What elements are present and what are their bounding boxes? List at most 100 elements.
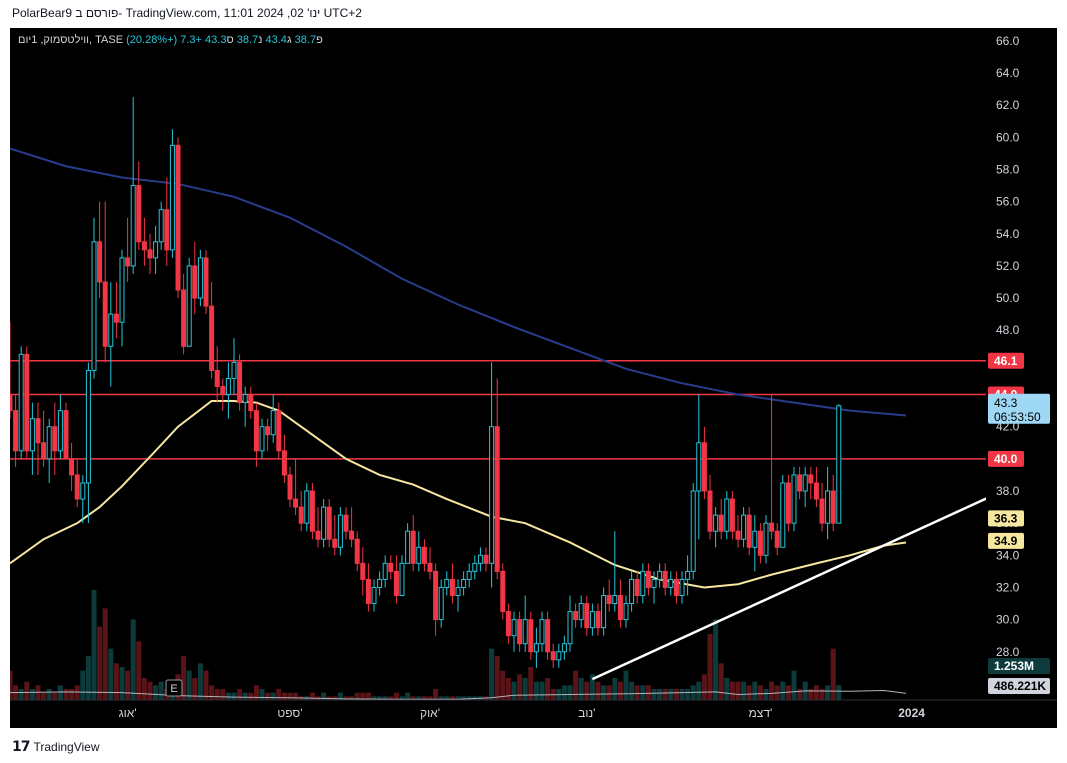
volume-bar — [673, 689, 679, 700]
price-chart[interactable]: 26.028.030.032.034.036.038.040.042.044.0… — [10, 28, 1057, 728]
volume-bar — [752, 681, 758, 700]
volume-bar — [242, 692, 248, 700]
volume-bar — [209, 685, 215, 700]
candle — [265, 418, 271, 451]
candle — [741, 507, 747, 548]
candle-body — [63, 410, 69, 460]
candle-body — [147, 249, 153, 259]
candle-body — [237, 361, 243, 404]
volume-bar — [741, 681, 747, 700]
candle-body — [617, 595, 623, 621]
candle-body — [752, 530, 758, 548]
y-tick-label: 38.0 — [996, 484, 1020, 498]
candle — [321, 499, 327, 548]
candle — [158, 201, 164, 250]
candle — [797, 466, 803, 500]
candle — [455, 579, 461, 612]
candle — [220, 378, 226, 411]
candle — [651, 571, 657, 604]
volume-bar — [735, 681, 741, 700]
candle — [668, 571, 674, 596]
candle-body — [679, 578, 685, 597]
volume-bar — [466, 696, 472, 700]
x-tick-label: דצמ' — [749, 706, 773, 720]
candle-body — [102, 281, 108, 347]
y-tick-label: 28.0 — [996, 645, 1020, 659]
candle-body — [713, 514, 719, 532]
candle — [85, 362, 91, 524]
volume-bar — [421, 696, 427, 700]
candle — [791, 466, 797, 532]
candle — [421, 539, 427, 572]
price-label-2: 34.9 — [994, 534, 1018, 548]
chart-pane[interactable]: 26.028.030.032.034.036.038.040.042.044.0… — [10, 28, 1057, 728]
candle — [41, 410, 47, 467]
candle-body — [797, 474, 803, 492]
candle-body — [108, 313, 114, 347]
candle — [634, 571, 640, 604]
volume-bar — [130, 619, 136, 700]
volume-bar — [97, 626, 103, 700]
candle-body — [287, 474, 293, 500]
candle — [629, 571, 635, 612]
candle-body — [74, 474, 80, 500]
candle — [573, 603, 579, 628]
candle — [808, 466, 814, 500]
y-tick-label: 30.0 — [996, 613, 1020, 627]
candle — [270, 394, 276, 443]
candle — [601, 587, 607, 636]
candle — [24, 346, 30, 459]
volume-bar — [147, 681, 153, 700]
brand-footer[interactable]: 𝟭𝟳 TradingView — [12, 738, 100, 755]
candle — [209, 282, 215, 379]
candle-body — [337, 514, 343, 548]
candle — [80, 474, 86, 524]
candle — [769, 394, 775, 540]
price-label-2-bg — [988, 532, 1024, 549]
candle-body — [494, 426, 500, 572]
y-tick-label: 66.0 — [996, 34, 1020, 48]
volume-bar — [836, 685, 842, 700]
current-price-bg — [988, 393, 1050, 424]
candle — [326, 499, 332, 548]
candle — [489, 362, 495, 588]
candle — [136, 161, 142, 250]
volume-bar — [231, 692, 237, 700]
volume-bar — [494, 656, 500, 700]
volume-bar — [293, 692, 299, 700]
candle — [500, 563, 506, 620]
candle — [477, 547, 483, 572]
y-tick-label: 56.0 — [996, 195, 1020, 209]
candle-body — [685, 570, 691, 580]
hline-price-label-0-bg — [988, 352, 1024, 369]
volume-bar — [785, 685, 791, 700]
candle-body — [113, 313, 119, 323]
candle-body — [119, 257, 125, 323]
candle — [74, 458, 80, 508]
volume-bar — [181, 656, 187, 700]
volume-bar — [410, 696, 416, 700]
candle — [298, 491, 304, 532]
candle — [813, 466, 819, 508]
candle-body — [539, 619, 545, 645]
volume-bar — [57, 685, 63, 700]
volume-bar — [791, 670, 797, 700]
volume-bar — [612, 678, 618, 700]
volume-bar — [657, 689, 663, 700]
y-tick-label: 64.0 — [996, 66, 1020, 80]
volume-label-0: 1.253M — [994, 659, 1034, 673]
volume-bar — [645, 685, 651, 700]
volume-bar — [29, 689, 35, 700]
candle — [657, 563, 663, 588]
volume-bar — [259, 689, 265, 700]
volume-bar — [461, 696, 467, 700]
candle — [433, 563, 439, 636]
candle — [365, 563, 371, 612]
candle — [125, 217, 131, 283]
candle — [785, 474, 791, 532]
legend-change: +7.3 (+20.28%) — [126, 34, 202, 46]
candle-body — [802, 474, 808, 492]
candle-body — [153, 241, 159, 259]
candle — [130, 97, 136, 274]
volume-bar — [578, 678, 584, 700]
